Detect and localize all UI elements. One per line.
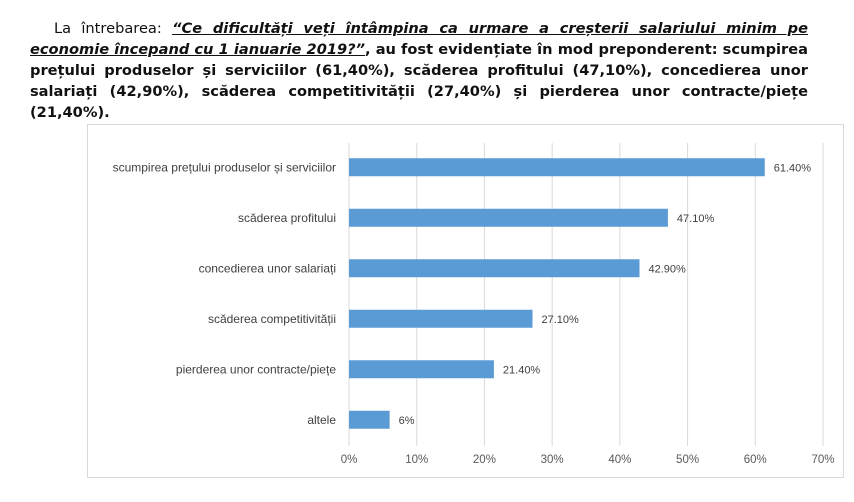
bar <box>349 309 533 328</box>
x-tick-label: 0% <box>341 454 358 466</box>
survey-question: “Ce dificultăți veți întâmpina ca urmare… <box>30 20 808 58</box>
data-label: 6% <box>399 415 415 427</box>
category-label: scăderea profitului <box>238 211 336 225</box>
intro-summary: , au fost evidențiate în mod preponderen… <box>30 41 808 121</box>
category-label: scumpirea prețului produselor și servici… <box>113 160 336 174</box>
data-label: 47.10% <box>677 213 715 225</box>
category-label: concedierea unor salariați <box>199 261 336 275</box>
intro-paragraph: La întrebarea: “Ce dificultăți veți întâ… <box>30 18 808 123</box>
bar <box>349 410 390 429</box>
bar <box>349 360 494 379</box>
data-label: 42.90% <box>648 263 686 275</box>
chart-frame <box>87 124 844 478</box>
x-tick-label: 60% <box>744 454 767 466</box>
bar <box>349 208 668 227</box>
x-tick-label: 20% <box>473 454 496 466</box>
x-tick-label: 30% <box>541 454 564 466</box>
category-label: altele <box>307 413 336 427</box>
category-label: pierderea unor contracte/piețe <box>176 362 336 376</box>
data-label: 61.40% <box>774 162 812 174</box>
x-tick-label: 40% <box>608 454 631 466</box>
bar <box>349 259 640 278</box>
data-label: 27.10% <box>542 314 580 326</box>
x-tick-label: 70% <box>811 454 834 466</box>
x-tick-label: 10% <box>405 454 428 466</box>
category-label: scăderea competitivității <box>208 312 336 326</box>
x-tick-label: 50% <box>676 454 699 466</box>
bar <box>349 158 765 177</box>
data-label: 21.40% <box>503 364 541 376</box>
intro-prefix: La întrebarea: <box>54 20 173 37</box>
